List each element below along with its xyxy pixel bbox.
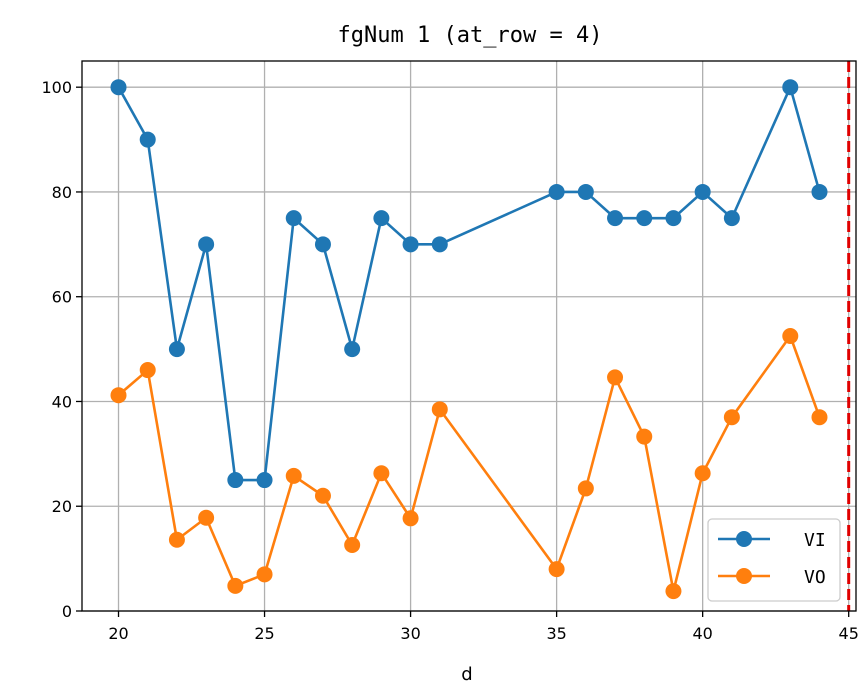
data-point [168,341,185,358]
legend-item: VO [718,567,826,588]
series-vo [110,328,828,600]
data-point [577,183,594,200]
x-tick-label: 25 [254,624,274,643]
y-tick-label: 20 [52,497,72,516]
data-point [227,472,244,489]
x-tick-label: 40 [692,624,712,643]
data-point [373,465,390,482]
data-point [198,236,215,253]
data-point [665,210,682,227]
data-point [227,577,244,594]
data-point [694,183,711,200]
grid [82,61,856,612]
data-point [314,236,331,253]
data-point [168,531,185,548]
data-point [636,428,653,445]
x-tick-label: 30 [400,624,420,643]
data-point [782,328,799,344]
legend-swatch-marker [736,531,752,547]
series-vi [110,79,828,489]
data-point [782,79,799,96]
data-point [607,369,624,386]
y-tick-label: 0 [62,602,72,621]
data-point [198,509,215,526]
data-point [344,537,361,553]
legend-item: VI [718,530,826,551]
data-point [811,409,828,426]
data-point [636,210,653,227]
y-tick-label: 60 [52,288,72,307]
chart-title: fgNum 1 (at_row = 4) [338,23,603,48]
legend: VI VO [707,518,841,602]
data-point [402,236,419,253]
data-point [431,401,448,418]
data-point [256,472,273,489]
legend-label: VI [804,530,826,551]
data-point [139,362,156,379]
legend-swatch-marker [736,568,752,584]
data-point [548,183,565,200]
data-point [285,467,302,484]
data-point [694,465,711,482]
data-point [431,236,448,253]
data-point [811,183,828,200]
data-point [256,566,273,583]
data-point [607,210,624,227]
data-point [344,341,361,358]
y-tick-label: 40 [52,392,72,411]
x-tick-label: 20 [108,624,128,643]
y-tick-label: 100 [41,78,72,97]
data-point [373,210,390,227]
ticks: 20 25 30 35 40 45 0 20 40 60 80 100 [41,78,858,643]
data-point [402,510,419,527]
x-axis-title: d [461,664,472,685]
x-tick-label: 35 [546,624,566,643]
y-tick-label: 80 [52,183,72,202]
plot-area-frame [81,60,857,612]
series-layer [110,79,828,600]
data-point [723,210,740,227]
data-point [139,131,156,148]
legend-label: VO [804,567,826,588]
data-point [110,387,127,404]
data-point [577,480,594,497]
data-point [548,561,565,578]
data-point [285,210,302,227]
data-point [723,409,740,426]
data-point [665,583,682,600]
data-point [314,487,331,504]
x-tick-label: 45 [839,624,859,643]
data-point [110,79,127,96]
